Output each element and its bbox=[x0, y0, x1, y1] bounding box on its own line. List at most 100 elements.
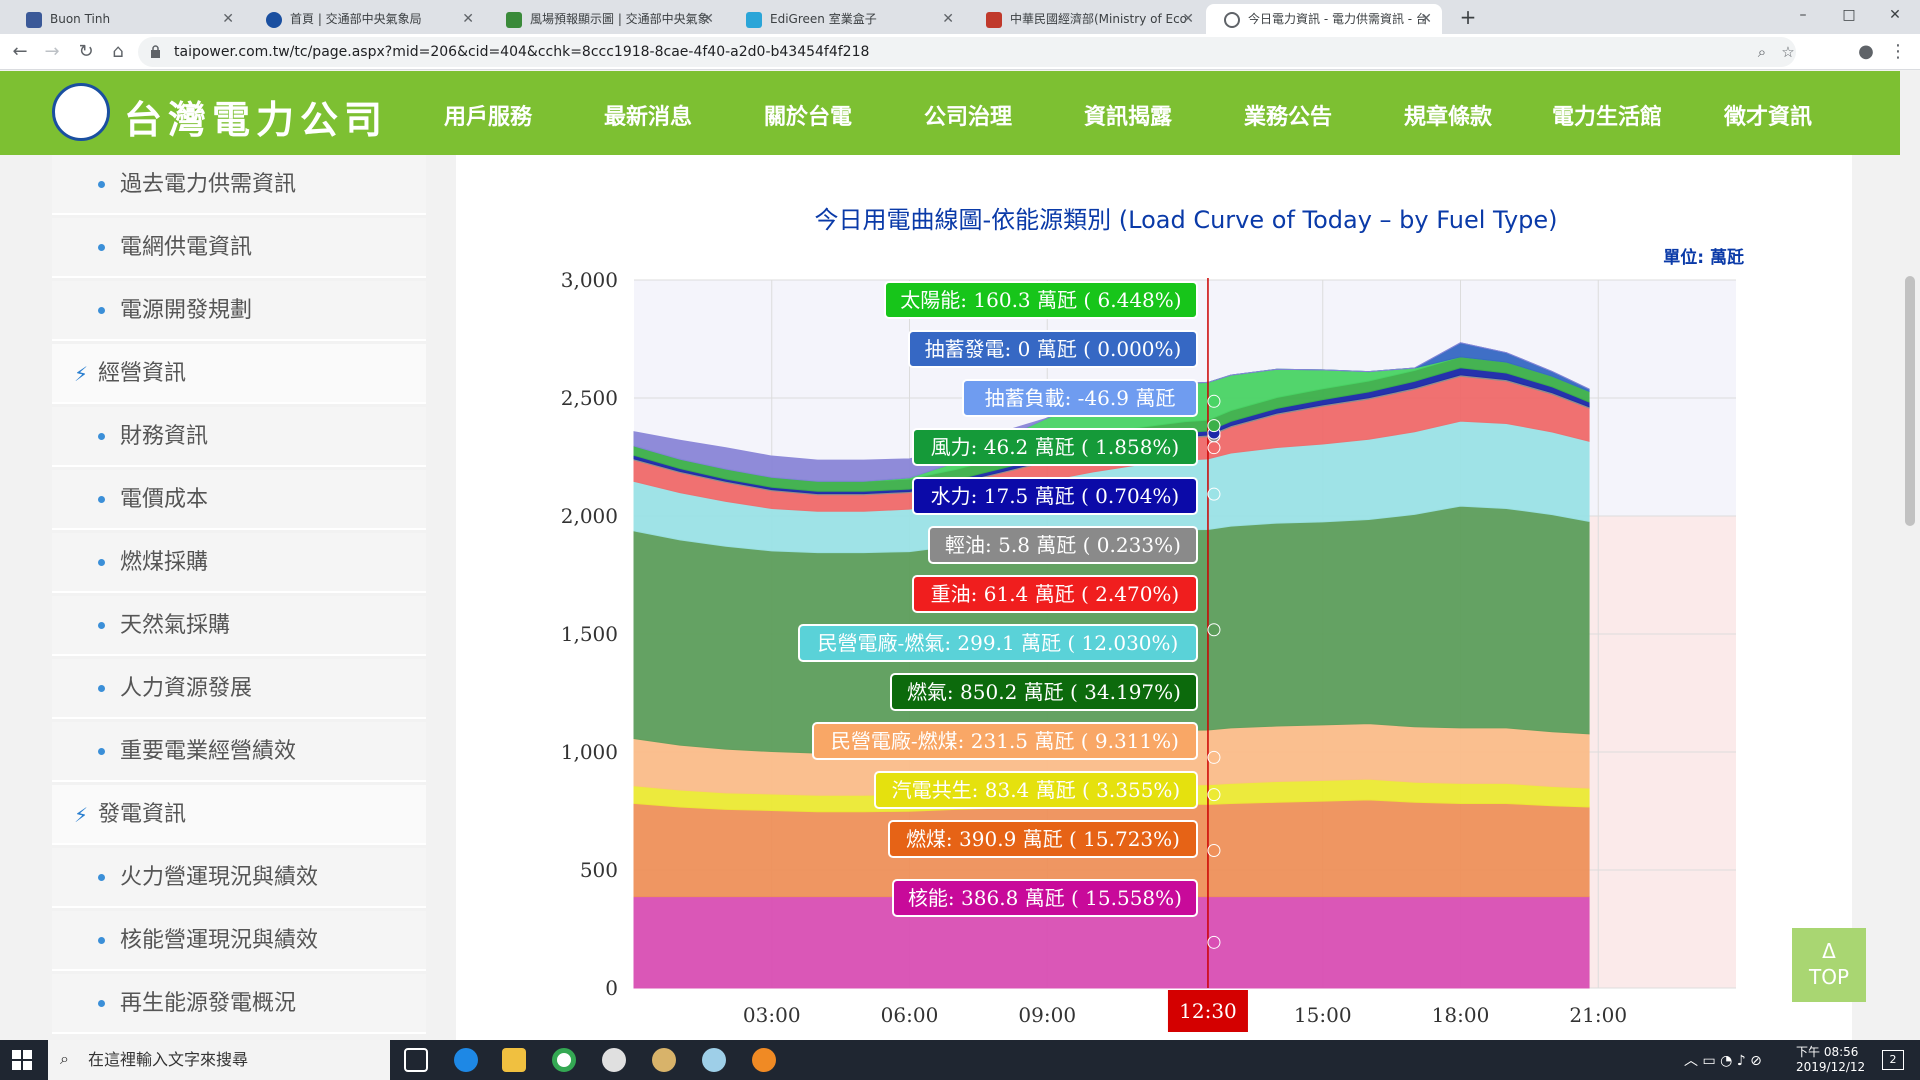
windows-taskbar: ⌕ 在這裡輸入文字來搜尋 ︿ ▭ ◔ ♪ ⊘ 下午 08:56 2019/12/… bbox=[0, 1040, 1920, 1080]
sidebar-item[interactable]: 天然氣採購 bbox=[52, 596, 426, 656]
nav-item[interactable]: 公司治理 bbox=[924, 105, 1013, 130]
chrome-icon[interactable] bbox=[552, 1048, 576, 1072]
bookmark-star-icon[interactable]: ☆ bbox=[1781, 43, 1795, 61]
sidebar-item[interactable]: 財務資訊 bbox=[52, 407, 426, 467]
nav-item[interactable]: 電力生活館 bbox=[1552, 105, 1663, 130]
close-tab-icon[interactable]: ✕ bbox=[702, 11, 714, 27]
series-tooltip: 民營電廠-燃氣: 299.1 萬瓩 ( 12.030%) bbox=[797, 624, 1198, 662]
series-tooltip: 太陽能: 160.3 萬瓩 ( 6.448%) bbox=[883, 281, 1198, 319]
sidebar-item[interactable]: 人力資源發展 bbox=[52, 659, 426, 719]
nav-item[interactable]: 徵才資訊 bbox=[1724, 105, 1813, 130]
sidebar-item-label: 電源開發規劃 bbox=[120, 298, 253, 323]
edge-browser-icon[interactable] bbox=[454, 1048, 478, 1072]
menu-kebab-icon[interactable]: ⋮ bbox=[1889, 41, 1907, 62]
blender-icon[interactable] bbox=[752, 1048, 776, 1072]
y-tick-label: 1,500 bbox=[561, 622, 618, 646]
series-tooltip: 水力: 17.5 萬瓩 ( 0.704%) bbox=[911, 477, 1198, 515]
browser-tab[interactable]: EdiGreen 室業盒子 ✕ bbox=[728, 4, 964, 34]
maximize-window-button[interactable]: □ bbox=[1842, 7, 1856, 23]
browser-tab[interactable]: 首頁 | 交通部中央氣象局 ✕ bbox=[248, 4, 484, 34]
app-icon[interactable] bbox=[652, 1048, 676, 1072]
url-text[interactable]: taipower.com.tw/tc/page.aspx?mid=206&cid… bbox=[174, 44, 870, 60]
close-window-button[interactable]: ✕ bbox=[1889, 7, 1901, 23]
app-icon[interactable] bbox=[602, 1048, 626, 1072]
sidebar-section[interactable]: ⚡ 發電資訊 bbox=[52, 785, 426, 845]
sidebar-item[interactable]: 重要電業經營績效 bbox=[52, 722, 426, 782]
close-tab-icon[interactable]: ✕ bbox=[942, 11, 954, 27]
sidebar: 過去電力供需資訊 電網供電資訊電源開發規劃 ⚡ 經營資訊 財務資訊電價成本燃煤採購天然氣… bbox=[52, 155, 426, 1040]
cursor-time-label: 12:30 bbox=[1179, 999, 1237, 1023]
sidebar-item-label: 天然氣採購 bbox=[120, 613, 231, 638]
back-arrow-icon[interactable]: ← bbox=[12, 41, 28, 62]
sidebar-item[interactable]: 電價成本 bbox=[52, 470, 426, 530]
x-tick-label: 15:00 bbox=[1294, 1003, 1352, 1027]
nav-item[interactable]: 規章條款 bbox=[1404, 105, 1493, 130]
bullet-icon bbox=[98, 559, 105, 566]
sidebar-item[interactable]: 核能營運現況與績效 bbox=[52, 911, 426, 971]
scrollbar-thumb[interactable] bbox=[1905, 276, 1915, 526]
taskbar-search-input[interactable]: ⌕ 在這裡輸入文字來搜尋 bbox=[48, 1040, 390, 1080]
sidebar-item[interactable]: 再生能源發電概況 bbox=[52, 974, 426, 1034]
back-to-top-button[interactable]: Δ TOP bbox=[1792, 928, 1866, 1002]
sidebar-item[interactable]: 過去電力供需資訊 bbox=[52, 155, 426, 215]
bullet-icon bbox=[98, 307, 105, 314]
browser-tab[interactable]: 風場預報顯示圖 | 交通部中央氣象 ✕ bbox=[488, 4, 724, 34]
bullet-icon bbox=[98, 685, 105, 692]
sidebar-item-label: 電價成本 bbox=[120, 487, 209, 512]
x-tick-label: 18:00 bbox=[1432, 1003, 1490, 1027]
cursor-label-box bbox=[1167, 990, 1248, 1032]
sidebar-item[interactable]: 電網供電資訊 bbox=[52, 218, 426, 278]
profile-icon[interactable]: ● bbox=[1858, 41, 1874, 62]
site-logo-text[interactable]: 台灣電力公司 bbox=[124, 97, 389, 142]
bullet-icon bbox=[98, 874, 105, 881]
cursor-point bbox=[1207, 419, 1221, 433]
sidebar-item-label: 發電資訊 bbox=[98, 802, 187, 827]
browser-tab-active[interactable]: 今日電力資訊 - 電力供需資訊 - 台 ✕ bbox=[1206, 4, 1442, 34]
series-tooltip: 民營電廠-燃煤: 231.5 萬瓩 ( 9.311%) bbox=[811, 722, 1198, 760]
nav-item-active[interactable]: 資訊揭露 bbox=[1084, 105, 1173, 130]
search-icon: ⌕ bbox=[60, 1049, 69, 1068]
series-tooltip: 風力: 46.2 萬瓩 ( 1.858%) bbox=[911, 428, 1198, 466]
lock-icon bbox=[151, 45, 160, 58]
home-icon[interactable]: ⌂ bbox=[112, 41, 124, 62]
close-tab-icon[interactable]: ✕ bbox=[1420, 11, 1432, 27]
y-tick-label: 2,500 bbox=[561, 386, 618, 410]
nav-item[interactable]: 用戶服務 bbox=[444, 105, 533, 130]
app-icon[interactable] bbox=[702, 1048, 726, 1072]
close-tab-icon[interactable]: ✕ bbox=[1182, 11, 1194, 27]
new-tab-button[interactable]: + bbox=[1459, 5, 1477, 29]
notification-center-icon[interactable]: 2 bbox=[1882, 1050, 1904, 1070]
clock-time[interactable]: 下午 08:56 bbox=[1796, 1045, 1859, 1059]
nav-item[interactable]: 業務公告 bbox=[1244, 105, 1333, 130]
reload-icon[interactable]: ↻ bbox=[78, 41, 94, 62]
tray-icons[interactable]: ︿ ▭ ◔ ♪ ⊘ bbox=[1684, 1053, 1762, 1069]
windows-start-icon[interactable] bbox=[12, 1050, 32, 1070]
y-tick-label: 500 bbox=[580, 858, 618, 882]
clock-date[interactable]: 2019/12/12 bbox=[1796, 1060, 1866, 1074]
nav-item[interactable]: 最新消息 bbox=[604, 105, 693, 130]
sidebar-section[interactable]: ⚡ 經營資訊 bbox=[52, 344, 426, 404]
taipower-logo-icon[interactable] bbox=[52, 83, 110, 141]
cursor-point bbox=[1207, 623, 1221, 637]
close-tab-icon[interactable]: ✕ bbox=[462, 11, 474, 27]
sidebar-item[interactable]: 燃煤採購 bbox=[52, 533, 426, 593]
browser-tab[interactable]: 中華民國經濟部(Ministry of Eco ✕ bbox=[968, 4, 1204, 34]
file-explorer-icon[interactable] bbox=[502, 1048, 526, 1072]
y-tick-label: 3,000 bbox=[561, 268, 618, 292]
sidebar-item-label: 燃煤採購 bbox=[120, 550, 209, 575]
sidebar-item[interactable]: 電源開發規劃 bbox=[52, 281, 426, 341]
page-scrollbar[interactable] bbox=[1900, 71, 1920, 1040]
close-tab-icon[interactable]: ✕ bbox=[222, 11, 234, 27]
sidebar-item[interactable]: 火力營運現況與績效 bbox=[52, 848, 426, 908]
zoom-icon[interactable]: ⌕ bbox=[1757, 43, 1767, 61]
cursor-point bbox=[1207, 394, 1221, 408]
sidebar-item-label: 火力營運現況與績效 bbox=[120, 865, 319, 890]
browser-tab[interactable]: Buon Tinh ✕ bbox=[8, 4, 244, 34]
bullet-icon bbox=[98, 244, 105, 251]
series-tooltip: 抽蓄負載: -46.9 萬瓩 bbox=[961, 379, 1198, 417]
nav-item[interactable]: 關於台電 bbox=[764, 105, 853, 130]
minimize-window-button[interactable]: – bbox=[1799, 7, 1807, 23]
address-bar[interactable]: taipower.com.tw/tc/page.aspx?mid=206&cid… bbox=[138, 37, 1796, 67]
task-view-icon[interactable] bbox=[404, 1048, 428, 1072]
forward-arrow-icon[interactable]: → bbox=[44, 41, 60, 62]
